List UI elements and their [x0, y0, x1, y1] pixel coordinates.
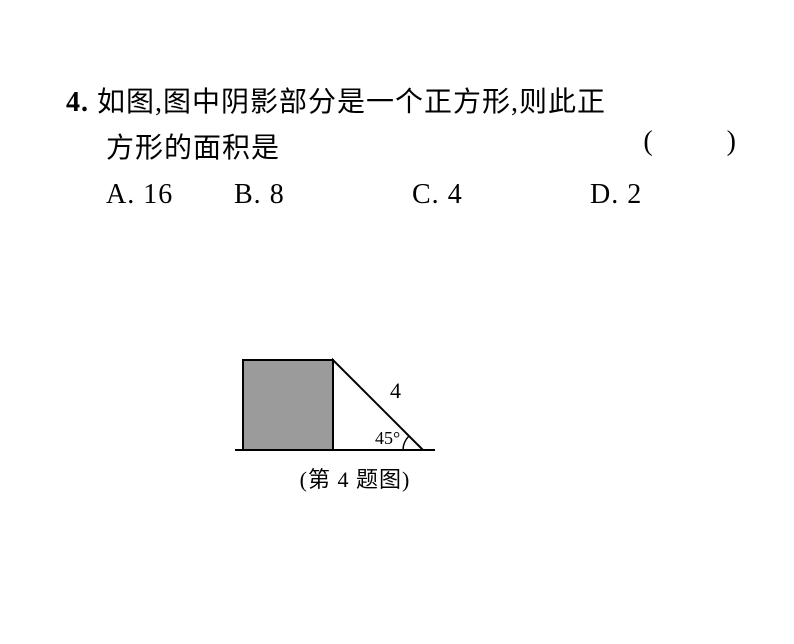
figure-svg: 4 45° — [225, 340, 445, 460]
option-C-value: 4 — [448, 179, 463, 210]
option-D-label: D. — [590, 179, 619, 210]
option-B-label: B. — [234, 179, 262, 210]
option-C: C. 4 — [412, 172, 582, 218]
paren-left: ( — [643, 126, 652, 157]
paren-right: ) — [727, 126, 736, 157]
page: 4. 如图,图中阴影部分是一个正方形,则此正 方形的面积是 ( ) A. 16 … — [0, 0, 794, 644]
options-row: A. 16 B. 8 C. 4 D. 2 — [66, 172, 736, 218]
option-A-value: 16 — [143, 179, 173, 210]
question-number: 4. — [66, 87, 89, 118]
option-A: A. 16 — [106, 172, 226, 218]
option-D-value: 2 — [627, 179, 642, 210]
figure-block: 4 45° (第 4 题图) — [225, 340, 485, 500]
answer-blank: ( ) — [643, 126, 736, 158]
question-text-part2: 方形的面积是 — [106, 133, 280, 164]
figure-angle-label: 45° — [375, 428, 400, 448]
question-line-2: 方形的面积是 — [66, 126, 736, 172]
option-A-label: A. — [106, 179, 135, 210]
option-B-value: 8 — [270, 179, 285, 210]
option-D: D. 2 — [590, 172, 670, 218]
question-line-1: 4. 如图,图中阴影部分是一个正方形,则此正 — [66, 80, 736, 126]
question-text-part1: 如图,图中阴影部分是一个正方形,则此正 — [97, 87, 606, 118]
figure-square — [243, 360, 333, 450]
option-C-label: C. — [412, 179, 440, 210]
figure-caption: (第 4 题图) — [225, 462, 485, 494]
option-B: B. 8 — [234, 172, 404, 218]
figure-hypotenuse-label: 4 — [390, 378, 401, 403]
question-block: 4. 如图,图中阴影部分是一个正方形,则此正 方形的面积是 ( ) A. 16 … — [66, 80, 736, 218]
